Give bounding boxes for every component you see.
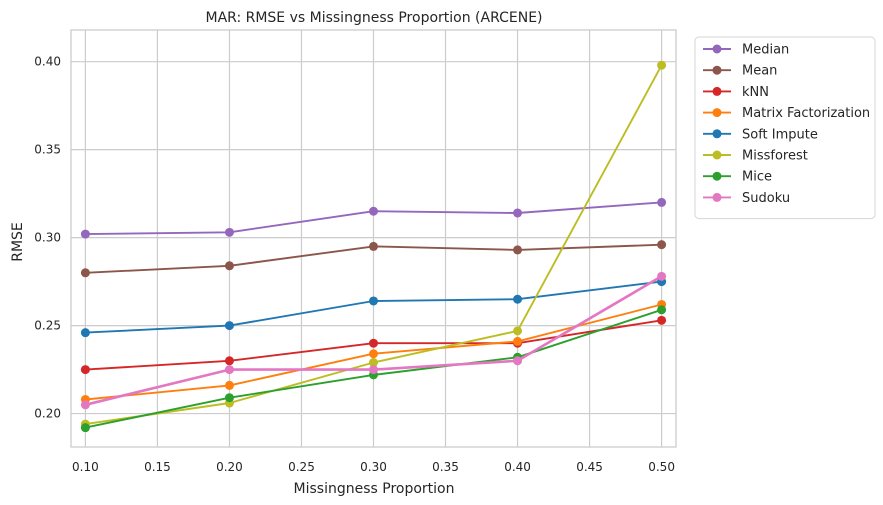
chart-title: MAR: RMSE vs Missingness Proportion (ARC…	[205, 10, 542, 26]
data-point-sudoku	[369, 365, 378, 375]
data-point-mean	[369, 241, 378, 251]
plot-frame	[70, 29, 677, 448]
data-point-mean	[80, 268, 90, 278]
legend-marker-median	[712, 44, 722, 54]
legend-marker-missforest	[712, 150, 722, 160]
data-point-sudoku	[513, 356, 523, 366]
legend-marker-matrix-factorization	[712, 108, 722, 118]
series-median	[80, 197, 667, 239]
y-tick-label: 0.25	[34, 319, 61, 333]
data-point-matrix-factorization	[369, 349, 378, 359]
x-tick-label: 0.30	[360, 460, 387, 474]
y-tick-label: 0.20	[34, 407, 61, 421]
axes: 0.10 0.15 0.20 0.25 0.30 0.35 0.40 0.45 0.50 0.20…	[34, 29, 677, 474]
data-point-soft-impute	[369, 296, 378, 306]
legend-label-soft-impute: Soft Impute	[742, 127, 818, 142]
x-axis-label: Missingness Proportion	[294, 481, 455, 497]
legend-marker-soft-impute	[712, 129, 722, 139]
legend-label-matrix-factorization: Matrix Factorization	[742, 106, 870, 121]
y-tick-label: 0.35	[34, 143, 61, 157]
data-point-mice	[224, 393, 234, 403]
data-point-sudoku	[224, 365, 234, 375]
data-point-knn	[80, 365, 90, 375]
data-point-missforest	[657, 60, 667, 70]
x-tick-label: 0.15	[144, 460, 171, 474]
data-point-mice	[80, 423, 90, 433]
data-point-mice	[657, 305, 667, 315]
data-point-mean	[657, 240, 667, 250]
legend-item-soft-impute: Soft Impute	[703, 127, 818, 142]
legend-item-missforest: Missforest	[703, 149, 808, 164]
legend-item-sudoku: Sudoku	[703, 191, 790, 206]
legend-marker-knn	[712, 86, 722, 96]
series-mean	[80, 240, 667, 278]
legend-item-median: Median	[703, 43, 789, 58]
data-point-missforest	[369, 358, 378, 368]
data-point-knn	[657, 315, 667, 325]
x-tick-label: 0.20	[216, 460, 243, 474]
x-tick-label: 0.45	[576, 460, 603, 474]
legend-marker-sudoku	[712, 192, 722, 202]
data-point-median	[513, 208, 523, 218]
data-point-sudoku	[657, 271, 667, 281]
series-soft-impute	[80, 277, 667, 338]
data-point-knn	[369, 338, 378, 348]
legend-label-median: Median	[742, 43, 789, 58]
data-point-sudoku	[80, 400, 90, 410]
x-tick-label: 0.35	[432, 460, 459, 474]
legend-item-mean: Mean	[703, 64, 777, 79]
data-point-median	[369, 206, 378, 216]
data-point-mean	[513, 245, 523, 255]
data-point-mean	[224, 261, 234, 271]
legend-item-knn: kNN	[703, 85, 769, 100]
x-tick-label: 0.10	[72, 460, 99, 474]
data-point-soft-impute	[513, 294, 523, 304]
data-point-matrix-factorization	[513, 336, 523, 346]
data-point-matrix-factorization	[224, 380, 234, 390]
legend-box	[694, 36, 876, 220]
x-tick-label: 0.40	[504, 460, 531, 474]
x-tick-label: 0.50	[648, 460, 675, 474]
legend: Median Mean kNN Matrix Factorization Soft Im…	[694, 36, 876, 220]
data-point-missforest	[513, 326, 523, 336]
legend-marker-mice	[712, 171, 722, 181]
y-axis-label: RMSE	[10, 222, 26, 262]
data-point-median	[224, 227, 234, 237]
data-point-soft-impute	[224, 321, 234, 331]
legend-item-mice: Mice	[703, 170, 772, 185]
legend-label-mice: Mice	[742, 170, 772, 185]
legend-label-missforest: Missforest	[742, 149, 808, 164]
data-point-median	[80, 229, 90, 239]
legend-marker-mean	[712, 65, 722, 75]
data-point-knn	[224, 356, 234, 366]
legend-label-knn: kNN	[742, 85, 769, 100]
legend-label-mean: Mean	[742, 64, 777, 79]
y-tick-label: 0.30	[34, 231, 61, 245]
series-knn	[80, 315, 667, 375]
series-layer	[80, 60, 667, 433]
series-sudoku	[80, 271, 667, 410]
data-point-soft-impute	[80, 328, 90, 338]
legend-item-matrix-factorization: Matrix Factorization	[703, 106, 870, 121]
legend-label-sudoku: Sudoku	[742, 191, 790, 206]
x-tick-label: 0.25	[288, 460, 315, 474]
data-point-median	[657, 197, 667, 207]
y-tick-label: 0.40	[34, 55, 61, 69]
